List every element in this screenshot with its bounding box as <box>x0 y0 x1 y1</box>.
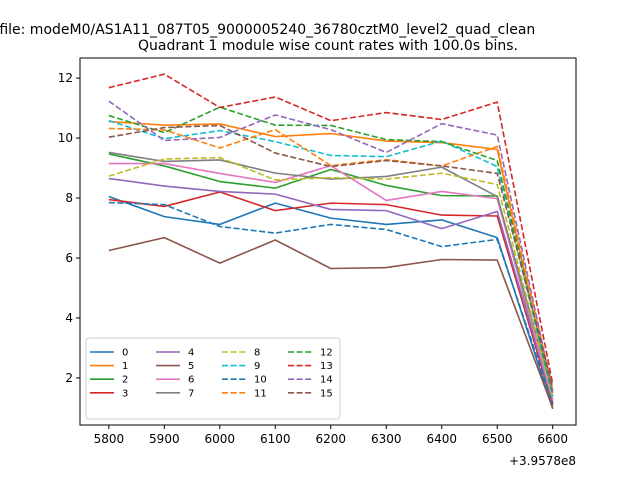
x-axis: 5800 5900 6000 6100 6200 6300 6400 6500 6600 <box>94 425 568 446</box>
y-tick-label: 6 <box>65 251 73 265</box>
x-axis-offset-label: +3.9578e8 <box>509 454 576 468</box>
y-tick-label: 12 <box>58 71 73 85</box>
x-tick-label: 6000 <box>205 432 236 446</box>
x-tick-label: 6300 <box>371 432 402 446</box>
x-tick-label: 5900 <box>149 432 180 446</box>
series-line-13 <box>108 73 554 385</box>
series-line-14 <box>108 100 554 392</box>
legend-label-13: 13 <box>320 361 333 372</box>
legend-label-1: 1 <box>122 361 128 372</box>
x-tick-label: 6100 <box>260 432 291 446</box>
series-line-3 <box>108 191 554 406</box>
legend-label-12: 12 <box>320 348 333 359</box>
series-line-7 <box>108 151 554 394</box>
series-layer <box>108 73 554 410</box>
series-line-12 <box>108 106 554 395</box>
legend-label-11: 11 <box>254 388 267 399</box>
legend-label-9: 9 <box>254 361 260 372</box>
series-line-5 <box>108 236 554 409</box>
legend-frame <box>85 337 341 420</box>
y-axis: 2 4 6 8 10 12 <box>58 71 80 385</box>
series-line-9 <box>108 119 554 397</box>
legend-label-7: 7 <box>188 388 194 399</box>
legend-label-8: 8 <box>254 348 260 359</box>
x-tick-label: 6500 <box>482 432 513 446</box>
chart-title: Quadrant 1 module wise count rates with … <box>138 38 518 54</box>
series-line-10 <box>108 201 554 404</box>
legend-label-14: 14 <box>320 375 333 386</box>
plot-area <box>79 57 577 426</box>
y-tick-label: 4 <box>65 311 73 325</box>
series-line-4 <box>108 177 554 403</box>
legend-label-0: 0 <box>122 348 128 359</box>
axes-frame <box>79 57 577 426</box>
series-line-8 <box>108 156 554 398</box>
y-tick-label: 2 <box>65 371 73 385</box>
legend-label-4: 4 <box>188 348 194 359</box>
chart-suptitle: n file: modeM0/AS1A11_087T05_9000005240_… <box>0 22 535 38</box>
legend-label-10: 10 <box>254 375 267 386</box>
y-tick-label: 8 <box>65 191 73 205</box>
legend-label-2: 2 <box>122 375 128 386</box>
series-line-0 <box>108 195 554 410</box>
x-tick-label: 6200 <box>316 432 347 446</box>
series-line-11 <box>108 127 554 391</box>
legend-label-5: 5 <box>188 361 194 372</box>
x-tick-label: 5800 <box>94 432 125 446</box>
legend-label-15: 15 <box>320 388 333 399</box>
legend-label-6: 6 <box>188 375 194 386</box>
y-tick-label: 10 <box>58 131 73 145</box>
series-line-15 <box>108 124 554 388</box>
x-tick-label: 6600 <box>537 432 568 446</box>
series-line-6 <box>108 162 554 401</box>
x-tick-label: 6400 <box>426 432 457 446</box>
legend-label-3: 3 <box>122 388 128 399</box>
